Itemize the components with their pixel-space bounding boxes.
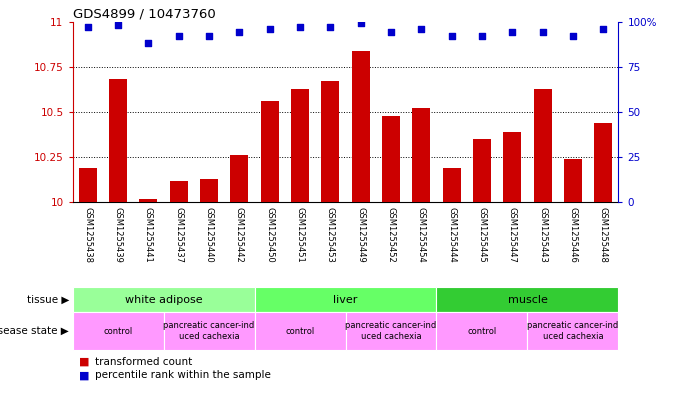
Text: liver: liver [333,295,358,305]
Point [234,29,245,36]
Text: pancreatic cancer-ind
uced cachexia: pancreatic cancer-ind uced cachexia [346,321,437,341]
Text: GSM1255442: GSM1255442 [235,207,244,263]
Text: ■: ■ [79,356,90,367]
Bar [109,79,127,202]
Bar [594,123,612,202]
Point [507,29,518,36]
Text: control: control [285,327,314,336]
Point [264,26,275,32]
Point [446,33,457,39]
Text: GSM1255453: GSM1255453 [326,207,335,263]
Bar [503,132,522,202]
Point [537,29,548,36]
Text: transformed count: transformed count [95,356,192,367]
Point [173,33,184,39]
Point [82,24,93,30]
Text: GSM1255452: GSM1255452 [386,207,395,263]
Text: control: control [104,327,133,336]
Text: GSM1255443: GSM1255443 [538,207,547,263]
Bar [164,312,254,350]
Bar [79,168,97,202]
Point [325,24,336,30]
Bar [527,312,618,350]
Point [598,26,609,32]
Text: GSM1255444: GSM1255444 [447,207,456,263]
Bar [169,181,188,202]
Text: white adipose: white adipose [124,295,202,305]
Text: GDS4899 / 10473760: GDS4899 / 10473760 [73,7,216,20]
Point [567,33,578,39]
Bar [346,312,437,350]
Text: tissue ▶: tissue ▶ [27,295,69,305]
Text: GSM1255450: GSM1255450 [265,207,274,263]
Bar [254,312,346,350]
Text: GSM1255438: GSM1255438 [83,207,92,263]
Point [143,40,154,46]
Text: GSM1255448: GSM1255448 [599,207,608,263]
Bar [437,287,618,312]
Text: pancreatic cancer-ind
uced cachexia: pancreatic cancer-ind uced cachexia [163,321,255,341]
Text: GSM1255440: GSM1255440 [205,207,214,263]
Bar [73,287,254,312]
Text: GSM1255449: GSM1255449 [356,207,365,263]
Text: disease state ▶: disease state ▶ [0,326,69,336]
Point [203,33,214,39]
Bar [261,101,278,202]
Text: GSM1255437: GSM1255437 [174,207,183,263]
Bar [382,116,400,202]
Point [113,22,124,28]
Text: GSM1255451: GSM1255451 [296,207,305,263]
Text: GSM1255439: GSM1255439 [113,207,122,263]
Bar [533,88,551,202]
Text: pancreatic cancer-ind
uced cachexia: pancreatic cancer-ind uced cachexia [527,321,618,341]
Bar [291,88,309,202]
Bar [200,179,218,202]
Bar [437,312,527,350]
Point [416,26,427,32]
Point [294,24,305,30]
Point [386,29,397,36]
Text: GSM1255446: GSM1255446 [569,207,578,263]
Bar [352,51,370,202]
Point [355,20,366,27]
Bar [413,108,430,202]
Text: ■: ■ [79,370,90,380]
Bar [140,199,158,202]
Bar [230,155,249,202]
Bar [564,159,582,202]
Bar [254,287,437,312]
Text: GSM1255441: GSM1255441 [144,207,153,263]
Text: percentile rank within the sample: percentile rank within the sample [95,370,271,380]
Bar [442,168,461,202]
Bar [473,139,491,202]
Text: muscle: muscle [507,295,547,305]
Text: GSM1255454: GSM1255454 [417,207,426,263]
Text: control: control [467,327,497,336]
Bar [321,81,339,202]
Text: GSM1255445: GSM1255445 [477,207,486,263]
Point [477,33,488,39]
Bar [73,312,164,350]
Text: GSM1255447: GSM1255447 [508,207,517,263]
